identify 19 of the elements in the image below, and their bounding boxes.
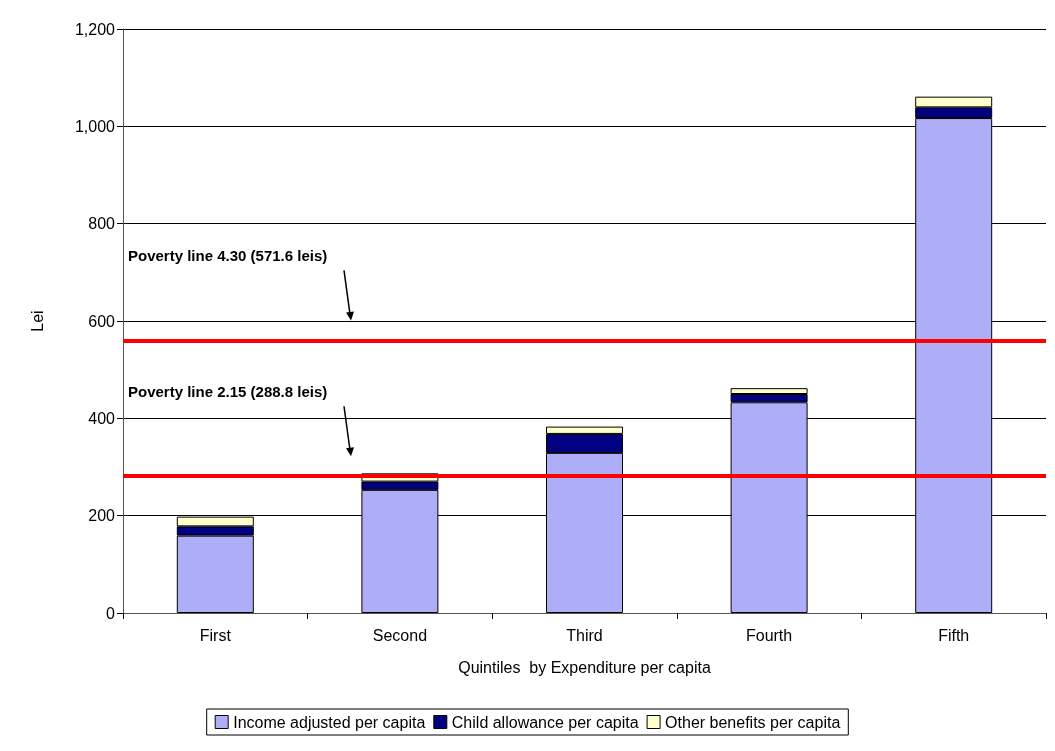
x-axis-title: Quintiles by Expenditure per capita xyxy=(458,658,711,676)
y-tick-label: 200 xyxy=(88,507,116,525)
annotation: Poverty line 4.30 (571.6 leis) xyxy=(128,247,328,265)
y-tick-label: 800 xyxy=(88,215,116,233)
y-tick-label: 1,200 xyxy=(74,20,116,38)
x-tick-label: First xyxy=(199,626,232,644)
legend-label: Child allowance per capita xyxy=(451,713,639,731)
x-tick-label: Second xyxy=(372,626,428,644)
legend-label: Income adjusted per capita xyxy=(233,713,426,731)
y-tick-label: 1,000 xyxy=(74,117,116,135)
y-axis-title: Lei xyxy=(28,310,46,332)
x-tick-label: Fourth xyxy=(745,626,793,644)
x-tick-label: Third xyxy=(566,626,603,644)
legend-label: Other benefits per capita xyxy=(665,713,841,731)
y-tick-label: 600 xyxy=(88,312,116,330)
x-tick-label: Fifth xyxy=(938,626,970,644)
y-tick-label: 0 xyxy=(106,604,116,622)
y-tick-label: 400 xyxy=(88,409,116,427)
annotation: Poverty line 2.15 (288.8 leis) xyxy=(128,383,328,401)
